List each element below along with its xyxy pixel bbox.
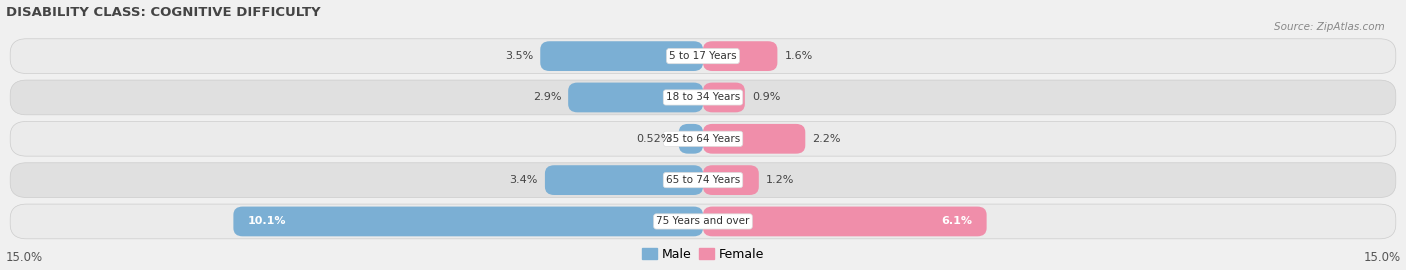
- FancyBboxPatch shape: [546, 165, 703, 195]
- FancyBboxPatch shape: [10, 39, 1396, 73]
- FancyBboxPatch shape: [703, 124, 806, 154]
- FancyBboxPatch shape: [10, 204, 1396, 239]
- Text: 1.2%: 1.2%: [766, 175, 794, 185]
- Text: 18 to 34 Years: 18 to 34 Years: [666, 92, 740, 102]
- Text: 0.9%: 0.9%: [752, 92, 780, 102]
- FancyBboxPatch shape: [703, 41, 778, 71]
- Text: 6.1%: 6.1%: [942, 217, 973, 227]
- Text: 2.9%: 2.9%: [533, 92, 561, 102]
- FancyBboxPatch shape: [703, 207, 987, 236]
- Text: 1.6%: 1.6%: [785, 51, 813, 61]
- Text: Source: ZipAtlas.com: Source: ZipAtlas.com: [1274, 22, 1385, 32]
- Text: 75 Years and over: 75 Years and over: [657, 217, 749, 227]
- FancyBboxPatch shape: [679, 124, 703, 154]
- Text: 10.1%: 10.1%: [247, 217, 285, 227]
- Text: 3.4%: 3.4%: [509, 175, 538, 185]
- FancyBboxPatch shape: [703, 165, 759, 195]
- Text: 0.52%: 0.52%: [637, 134, 672, 144]
- FancyBboxPatch shape: [540, 41, 703, 71]
- Text: 3.5%: 3.5%: [505, 51, 533, 61]
- Text: 35 to 64 Years: 35 to 64 Years: [666, 134, 740, 144]
- FancyBboxPatch shape: [233, 207, 703, 236]
- Text: 5 to 17 Years: 5 to 17 Years: [669, 51, 737, 61]
- Text: DISABILITY CLASS: COGNITIVE DIFFICULTY: DISABILITY CLASS: COGNITIVE DIFFICULTY: [6, 6, 321, 19]
- FancyBboxPatch shape: [10, 163, 1396, 197]
- Text: 15.0%: 15.0%: [6, 251, 42, 264]
- FancyBboxPatch shape: [703, 83, 745, 112]
- Text: 2.2%: 2.2%: [813, 134, 841, 144]
- Legend: Male, Female: Male, Female: [637, 243, 769, 266]
- Text: 65 to 74 Years: 65 to 74 Years: [666, 175, 740, 185]
- FancyBboxPatch shape: [10, 80, 1396, 115]
- FancyBboxPatch shape: [568, 83, 703, 112]
- FancyBboxPatch shape: [10, 122, 1396, 156]
- Text: 15.0%: 15.0%: [1364, 251, 1400, 264]
